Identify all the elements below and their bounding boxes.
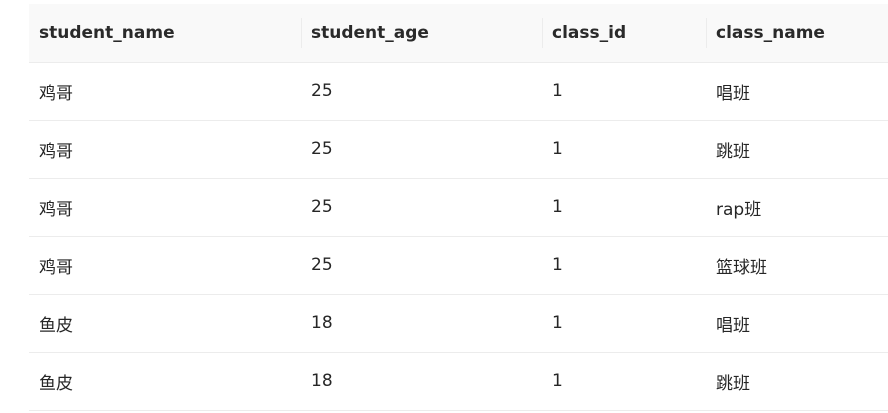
results-table: student_name student_age class_id class_… [29,4,888,411]
table-row: 鸡哥 25 1 跳班 [29,120,888,178]
cell-class-name: 跳班 [716,141,750,162]
table-row: 鸡哥 25 1 篮球班 [29,236,888,294]
cell-class-name: rap班 [716,199,762,220]
column-header-class-name: class_name [706,4,888,63]
cell-class-id: 1 [552,371,563,391]
table-body: 鸡哥 25 1 唱班 鸡哥 25 1 跳班 鸡哥 25 1 rap班 鸡哥 25… [29,62,888,410]
cell-class-name: 唱班 [716,315,750,336]
table-row: 鸡哥 25 1 rap班 [29,178,888,236]
cell-student-name: 鸡哥 [39,257,73,278]
cell-class-name: 唱班 [716,83,750,104]
column-header-student-name: student_name [29,4,301,63]
cell-student-name: 鸡哥 [39,83,73,104]
cell-class-id: 1 [552,81,563,101]
cell-student-name: 鸡哥 [39,199,73,220]
table-row: 鸡哥 25 1 唱班 [29,62,888,120]
cell-class-id: 1 [552,197,563,217]
cell-student-age: 18 [311,371,333,391]
cell-student-age: 25 [311,139,333,159]
cell-student-name: 鸡哥 [39,141,73,162]
column-header-class-id: class_id [542,4,706,63]
table-row: 鱼皮 18 1 唱班 [29,294,888,352]
cell-class-id: 1 [552,313,563,333]
header-row: student_name student_age class_id class_… [29,4,888,63]
cell-class-name: 跳班 [716,373,750,394]
cell-class-id: 1 [552,139,563,159]
table-row: 鱼皮 18 1 跳班 [29,352,888,410]
cell-class-id: 1 [552,255,563,275]
cell-student-age: 25 [311,255,333,275]
cell-student-age: 18 [311,313,333,333]
results-table-container: student_name student_age class_id class_… [29,4,888,411]
cell-student-name: 鱼皮 [39,315,73,336]
column-header-student-age: student_age [301,4,542,63]
cell-class-name: 篮球班 [716,257,767,278]
cell-student-name: 鱼皮 [39,373,73,394]
cell-student-age: 25 [311,81,333,101]
table-header: student_name student_age class_id class_… [29,4,888,63]
cell-student-age: 25 [311,197,333,217]
